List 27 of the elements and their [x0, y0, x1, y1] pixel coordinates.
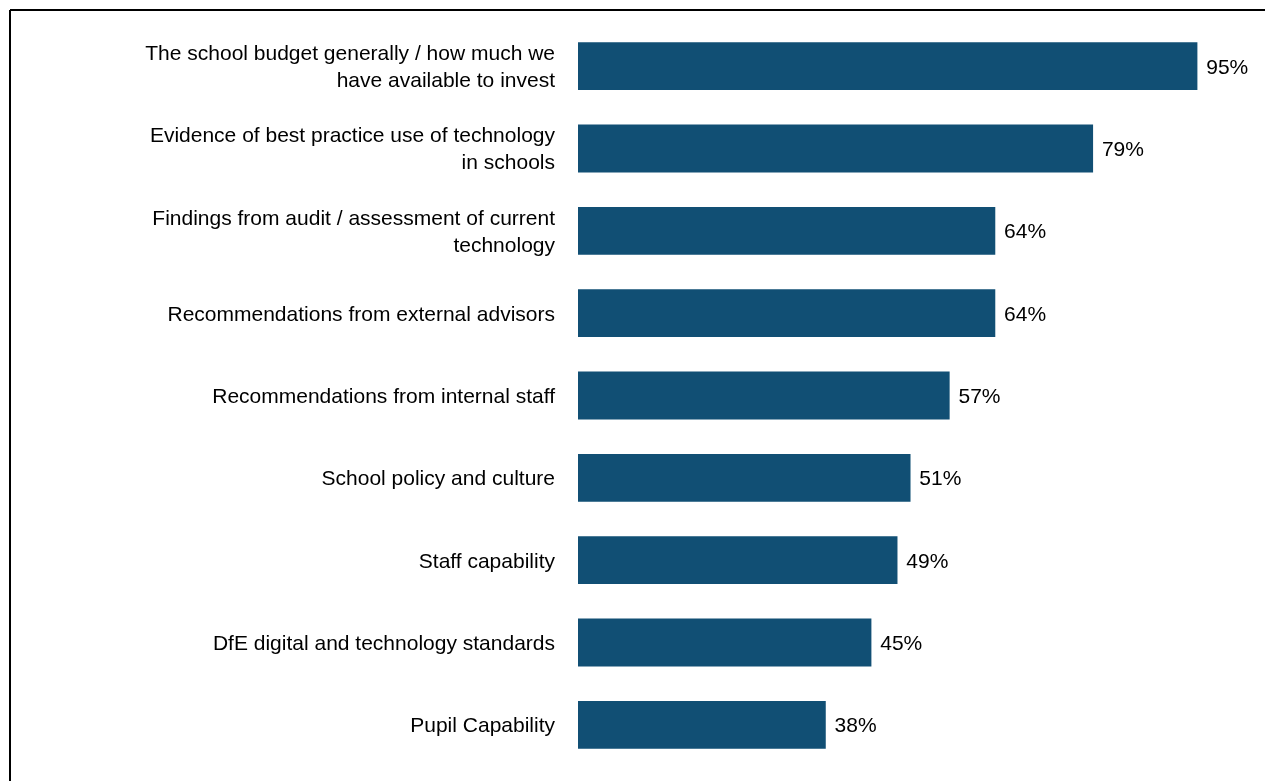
data-label: 45% [874, 631, 923, 654]
data-label: 57% [952, 384, 1001, 407]
data-label: 79% [1096, 137, 1144, 160]
bar [578, 700, 826, 749]
bar [578, 453, 911, 502]
y-tick-label: Recommendations from internal staff [212, 383, 556, 407]
bar [578, 206, 996, 255]
y-tick-label: Recommendations from external advisors [167, 301, 555, 325]
data-label: 38% [828, 713, 877, 737]
data-label: 64% [998, 301, 1047, 325]
data-label: 51% [913, 466, 962, 490]
y-tick-label: The school budget generally / how much we have available to invest [145, 40, 556, 92]
bar [578, 42, 1198, 91]
y-tick-label: DfE digital and technology standards [212, 630, 555, 654]
y-tick-label: School policy and culture [321, 466, 555, 490]
bar [578, 289, 996, 338]
data-label: 64% [998, 219, 1047, 243]
y-tick-label: Staff capability [418, 548, 556, 572]
data-label: 49% [900, 548, 949, 572]
y-tick-label: Pupil Capability [410, 713, 556, 737]
y-tick-label: Findings from audit / assessment of current technology [152, 205, 556, 256]
y-tick-label: Evidence of best practice use of technology in schools [149, 123, 556, 174]
bar [578, 618, 872, 667]
bar [578, 536, 898, 585]
data-label: 95% [1200, 54, 1249, 78]
bar [578, 124, 1094, 173]
bar [578, 371, 950, 420]
